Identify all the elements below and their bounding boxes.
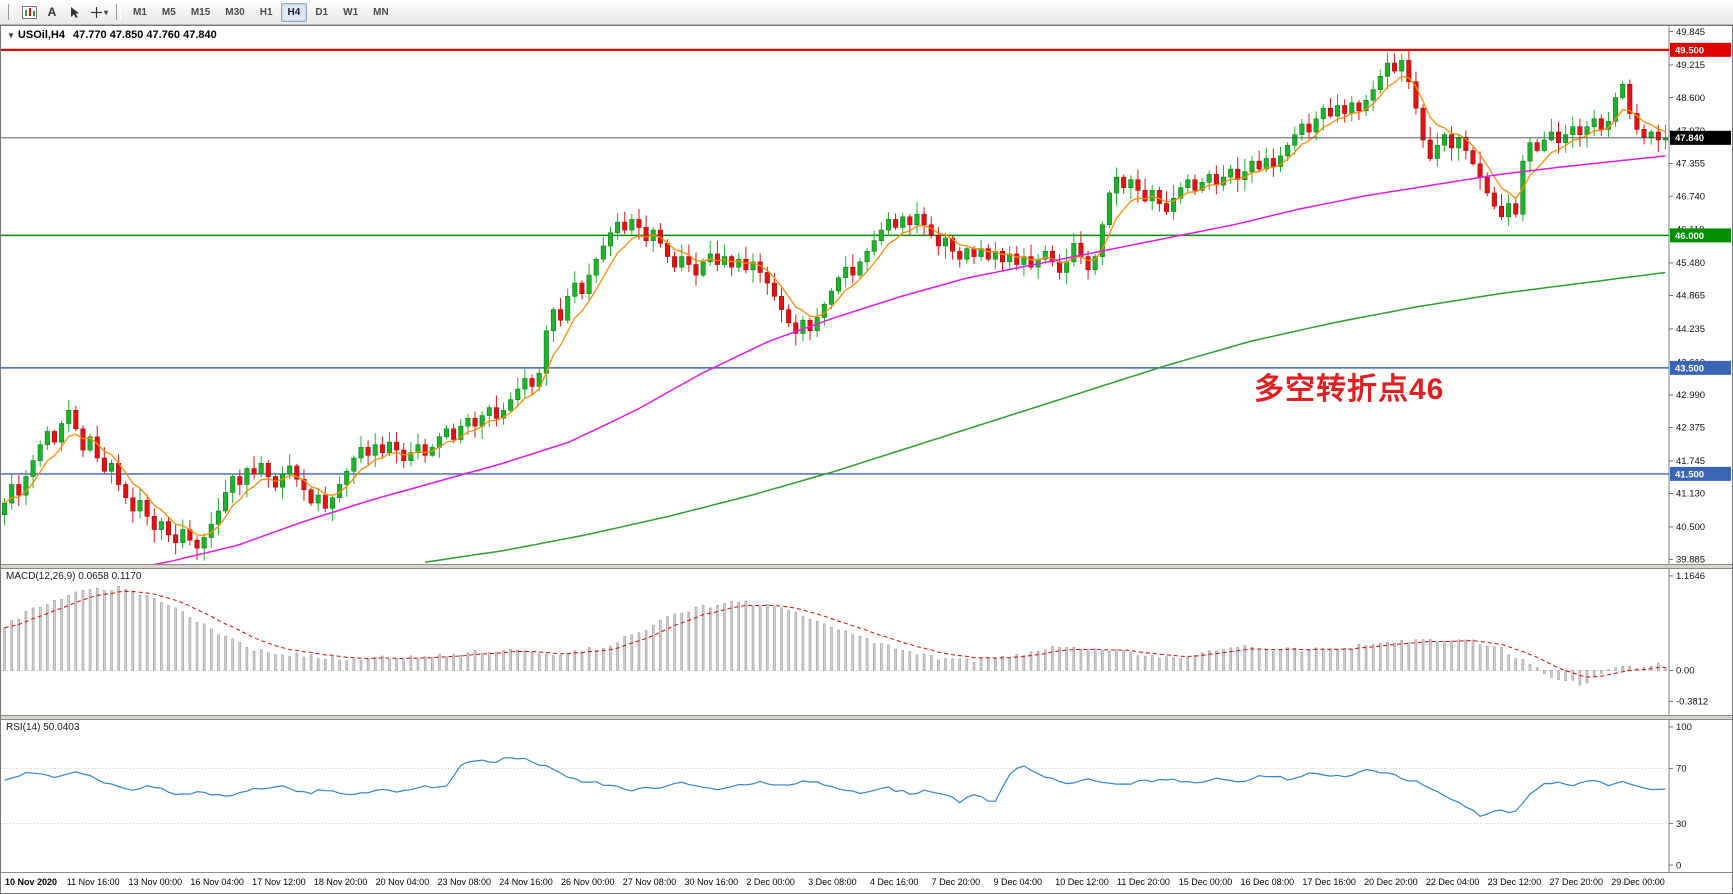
time-axis[interactable]: 10 Nov 2020 11 Nov 16:00 13 Nov 00:00 16 No…: [1, 872, 1732, 893]
time-axis-label: 13 Nov 00:00: [128, 877, 183, 887]
timeframe-button-m30[interactable]: M30: [218, 3, 251, 22]
svg-text:49.845: 49.845: [1676, 27, 1705, 38]
crosshair-tool-button[interactable]: ▾: [87, 2, 111, 22]
timeframe-button-m5[interactable]: M5: [155, 3, 183, 22]
time-axis-label: 4 Dec 16:00: [869, 877, 919, 887]
svg-text:49.215: 49.215: [1676, 60, 1705, 71]
symbol-name: USOil,H4: [17, 29, 65, 41]
time-axis-label: 24 Nov 16:00: [499, 877, 553, 887]
time-axis-label: 20 Dec 20:00: [1364, 877, 1418, 887]
time-axis-label: 17 Nov 12:00: [252, 877, 306, 887]
rsi-indicator-label: RSI(14) 50.0403: [6, 722, 80, 733]
symbol-ohlc-label: ▼ USOil,H4 47.770 47.850 47.760 47.840: [7, 29, 217, 41]
svg-text:44.235: 44.235: [1676, 324, 1705, 335]
svg-text:0: 0: [1676, 860, 1681, 871]
svg-text:48.600: 48.600: [1676, 93, 1705, 104]
timeframe-button-h1[interactable]: H1: [253, 3, 280, 22]
collapse-triangle-icon[interactable]: ▼: [7, 31, 15, 40]
time-axis-label: 20 Nov 04:00: [375, 877, 430, 887]
time-axis-label: 10 Nov 2020: [5, 877, 58, 887]
svg-text:42.375: 42.375: [1676, 423, 1705, 434]
chevron-down-icon: ▾: [104, 7, 109, 17]
svg-text:-0.3812: -0.3812: [1676, 697, 1708, 708]
time-axis-label: 3 Dec 08:00: [808, 877, 857, 887]
svg-text:41.130: 41.130: [1676, 489, 1705, 500]
svg-text:46.000: 46.000: [1675, 231, 1704, 242]
crosshair-icon: [91, 6, 102, 18]
svg-text:42.990: 42.990: [1676, 390, 1705, 401]
time-axis-label: 17 Dec 16:00: [1302, 877, 1356, 887]
timeframe-button-d1[interactable]: D1: [308, 3, 335, 22]
svg-text:100: 100: [1676, 722, 1692, 733]
macd-chart-svg[interactable]: 1.1646 0.00 -0.3812: [1, 569, 1732, 715]
panel-splitter-2[interactable]: [1, 715, 1732, 720]
time-axis-label: 27 Nov 08:00: [622, 877, 677, 887]
time-axis-label: 9 Dec 04:00: [993, 877, 1042, 887]
rsi-chart-svg[interactable]: 100 70 30 0: [1, 720, 1732, 872]
chart-window-icon-button[interactable]: [18, 2, 40, 22]
svg-text:0.00: 0.00: [1676, 666, 1695, 677]
svg-text:47.355: 47.355: [1676, 159, 1705, 170]
svg-text:41.745: 41.745: [1676, 456, 1705, 467]
time-axis-label: 15 Dec 00:00: [1178, 877, 1233, 887]
ohlc-values: 47.770 47.850 47.760 47.840: [73, 29, 217, 41]
time-axis-label: 22 Dec 04:00: [1425, 877, 1480, 887]
rsi-panel[interactable]: RSI(14) 50.0403 100 70 30 0: [1, 720, 1732, 872]
chart-icon: [21, 5, 37, 19]
time-axis-label: 27 Dec 20:00: [1549, 877, 1603, 887]
svg-text:40.500: 40.500: [1676, 522, 1705, 533]
candles: [2, 50, 1668, 561]
svg-text:39.885: 39.885: [1676, 555, 1705, 564]
time-axis-label: 23 Dec 12:00: [1487, 877, 1542, 887]
time-axis-label: 2 Dec 00:00: [746, 877, 795, 887]
time-axis-label: 7 Dec 20:00: [931, 877, 981, 887]
time-axis-label: 29 Dec 00:00: [1611, 877, 1665, 887]
time-axis-label: 10 Dec 12:00: [1055, 877, 1109, 887]
text-tool-label: A: [47, 5, 57, 19]
time-axis-label: 16 Nov 04:00: [190, 877, 244, 887]
svg-text:44.865: 44.865: [1676, 291, 1705, 302]
annotation-text: 多空转折点46: [1254, 373, 1445, 406]
chart-frame: ▼ USOil,H4 47.770 47.850 47.760 47.840 多空转…: [0, 25, 1733, 894]
svg-text:41.500: 41.500: [1675, 469, 1704, 480]
svg-text:70: 70: [1676, 764, 1687, 775]
macd-indicator-label: MACD(12,26,9) 0.0658 0.1170: [6, 571, 142, 582]
panel-splitter[interactable]: [1, 564, 1732, 569]
svg-text:1.1646: 1.1646: [1676, 571, 1705, 582]
timeframe-button-m1[interactable]: M1: [126, 3, 154, 22]
timeframe-button-h4[interactable]: H4: [280, 2, 308, 22]
time-axis-label: 26 Nov 00:00: [561, 877, 615, 887]
svg-text:43.500: 43.500: [1675, 363, 1704, 374]
time-axis-label: 16 Dec 08:00: [1240, 877, 1295, 887]
text-tool-button[interactable]: A: [41, 2, 63, 22]
price-chart-svg[interactable]: 49.84549.21548.60047.97047.35546.74046.1…: [1, 26, 1732, 564]
svg-text:30: 30: [1676, 819, 1687, 830]
macd-panel[interactable]: MACD(12,26,9) 0.0658 0.1170 1.1646 0.00 -0…: [1, 569, 1732, 715]
svg-text:47.840: 47.840: [1675, 133, 1704, 144]
timeframe-button-w1[interactable]: W1: [336, 3, 365, 22]
timeframe-button-mn[interactable]: MN: [366, 3, 396, 22]
timeframe-bar: M1 M5 M15 M30 H1 H4 D1 W1 MN: [126, 2, 396, 22]
toolbar-grip[interactable]: [8, 4, 13, 20]
cursor-tool-button[interactable]: [64, 2, 86, 22]
time-axis-label: 23 Nov 08:00: [437, 877, 491, 887]
svg-text:49.500: 49.500: [1675, 45, 1704, 56]
toolbar-grip-2[interactable]: [116, 4, 122, 20]
svg-text:46.740: 46.740: [1676, 191, 1705, 202]
timeframe-button-m15[interactable]: M15: [184, 3, 217, 22]
svg-text:45.480: 45.480: [1676, 258, 1705, 269]
cursor-icon: [71, 6, 79, 18]
time-axis-label: 30 Nov 16:00: [684, 877, 739, 887]
time-axis-label: 11 Nov 16:00: [66, 877, 120, 887]
price-panel[interactable]: ▼ USOil,H4 47.770 47.850 47.760 47.840 多空转…: [1, 26, 1732, 564]
time-axis-label: 18 Nov 20:00: [313, 877, 368, 887]
toolbar: A ▾ M1 M5 M15 M30 H1 H4 D1 W1 MN: [0, 0, 1733, 25]
time-axis-label: 11 Dec 20:00: [1117, 877, 1170, 887]
